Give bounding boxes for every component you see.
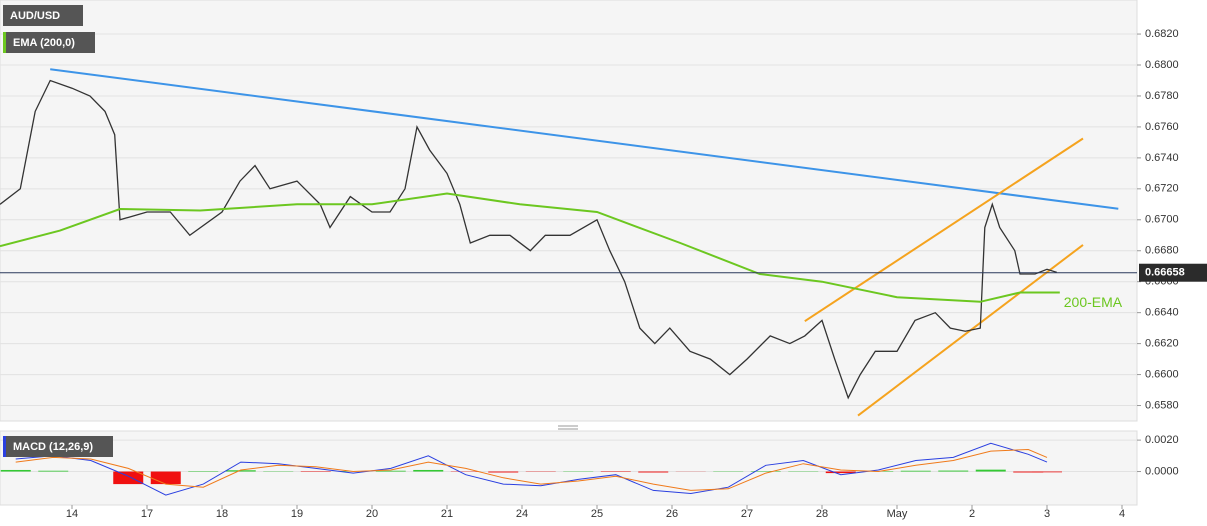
y-tick-label: 0.6600 bbox=[1145, 368, 1179, 380]
histogram-bar bbox=[938, 470, 969, 472]
y-tick-label: 0.0000 bbox=[1145, 465, 1179, 477]
x-tick-label: 26 bbox=[666, 508, 678, 520]
x-tick-label: 20 bbox=[366, 508, 378, 520]
x-tick-label: 21 bbox=[441, 508, 453, 520]
annotation: 200-EMA bbox=[1064, 294, 1123, 310]
x-tick-label: 28 bbox=[816, 508, 828, 520]
histogram-bar bbox=[413, 469, 444, 472]
x-tick-label: 4 bbox=[1119, 508, 1125, 520]
y-tick-label: 0.6760 bbox=[1145, 121, 1179, 133]
ema-line bbox=[0, 192, 1060, 303]
y-tick-label: 0.6800 bbox=[1145, 59, 1179, 71]
histogram-bar bbox=[1032, 471, 1062, 473]
x-tick-label: 25 bbox=[591, 508, 603, 520]
macd-badge-swatch bbox=[3, 436, 6, 457]
histogram-bar bbox=[825, 471, 856, 474]
ema-label: EMA (200,0) bbox=[13, 37, 75, 49]
x-tick-label: 2 bbox=[969, 508, 975, 520]
y-tick-label: 0.0020 bbox=[1145, 434, 1179, 446]
x-tick-label: 19 bbox=[291, 508, 303, 520]
histogram-bar bbox=[0, 469, 31, 472]
x-tick-label: 24 bbox=[516, 508, 528, 520]
trend-line bbox=[804, 137, 1084, 323]
macd-line bbox=[15, 442, 1048, 496]
histogram-bar bbox=[488, 471, 519, 473]
y-tick-label: 0.6820 bbox=[1145, 28, 1179, 40]
plot bbox=[0, 68, 1119, 496]
histogram-bar bbox=[38, 470, 69, 472]
macd-label: MACD (12,26,9) bbox=[13, 441, 93, 453]
histogram-bar bbox=[113, 471, 144, 485]
histogram-bar bbox=[225, 470, 256, 472]
symbol-badge bbox=[3, 5, 83, 26]
last-price-box bbox=[1139, 263, 1207, 282]
histogram-bar bbox=[638, 471, 669, 473]
y-tick-label: 0.6620 bbox=[1145, 338, 1179, 350]
y-tick-label: 0.6780 bbox=[1145, 90, 1179, 102]
y-tick-label: 0.6680 bbox=[1145, 245, 1179, 257]
trend-line bbox=[50, 68, 1119, 210]
x-tick-label: 14 bbox=[66, 508, 78, 520]
ema-badge-swatch bbox=[3, 32, 6, 53]
grid bbox=[0, 33, 1137, 473]
x-tick-label: 17 bbox=[141, 508, 153, 520]
macd-badge bbox=[3, 436, 113, 457]
signal-line bbox=[15, 448, 1048, 491]
y-tick-label: 0.6700 bbox=[1145, 214, 1179, 226]
last-price-label: 0.66658 bbox=[1145, 267, 1185, 279]
histogram-bar bbox=[150, 471, 181, 485]
ema-badge bbox=[3, 32, 95, 53]
macd-panel bbox=[0, 430, 1138, 506]
x-tick-label: 27 bbox=[741, 508, 753, 520]
x-tick-label: 18 bbox=[216, 508, 228, 520]
x-tick-label: May bbox=[887, 508, 908, 520]
histogram-bar bbox=[900, 470, 931, 472]
y-tick-label: 0.6740 bbox=[1145, 152, 1179, 164]
price-line bbox=[0, 79, 1057, 400]
histogram-bar bbox=[375, 470, 406, 472]
symbol-label: AUD/USD bbox=[10, 10, 60, 22]
histogram-bar bbox=[975, 469, 1006, 472]
histogram-bar bbox=[1013, 471, 1044, 473]
y-tick-label: 0.6640 bbox=[1145, 307, 1179, 319]
y-tick-label: 0.6720 bbox=[1145, 183, 1179, 195]
x-tick-label: 3 bbox=[1044, 508, 1050, 520]
y-tick-label: 0.6580 bbox=[1145, 399, 1179, 411]
